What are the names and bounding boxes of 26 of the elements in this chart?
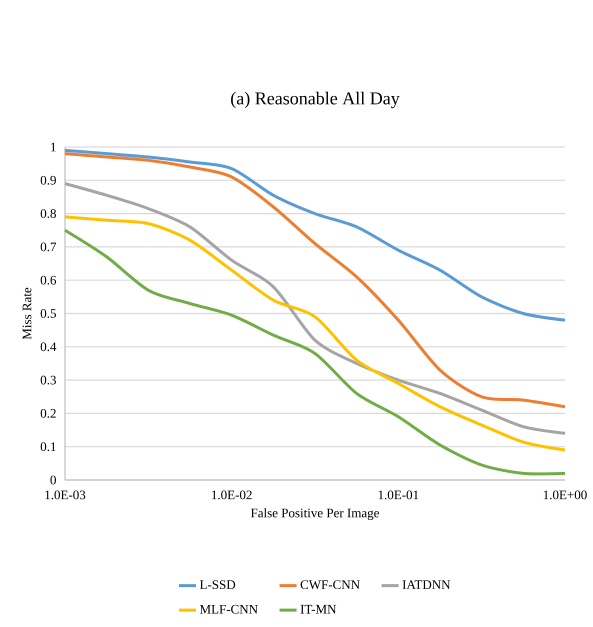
y-tick-label: 0.9 xyxy=(40,176,56,185)
line-series xyxy=(63,148,566,322)
y-tick-label: 1 xyxy=(51,142,56,152)
y-tick-label: 0.6 xyxy=(40,276,56,285)
y-tick-label: 0 xyxy=(50,476,56,484)
legend-label: CWF-CNN xyxy=(300,580,360,590)
chart-title: (a) Reasonable All Day xyxy=(231,92,400,108)
legend-label: L-SSD xyxy=(200,580,236,590)
legend-label: IT-MN xyxy=(300,604,336,614)
y-tick-label: 0.8 xyxy=(40,209,56,218)
y-tick-label: 0.5 xyxy=(40,309,56,318)
y-tick-label: 0.7 xyxy=(40,242,56,252)
y-axis-title: Miss Rate xyxy=(22,288,32,340)
x-tick-label: 1.0E-01 xyxy=(378,490,418,500)
line-series xyxy=(63,152,566,408)
x-axis-title: False Positive Per Image xyxy=(250,508,379,520)
y-tick-label: 0.3 xyxy=(40,376,56,385)
y-tick-label: 0.2 xyxy=(40,408,56,418)
y-tick-label: 0.1 xyxy=(40,442,56,452)
x-tick-label: 1.0E-03 xyxy=(45,490,86,500)
legend-label: MLF-CNN xyxy=(200,604,258,614)
line-series xyxy=(63,182,566,435)
legend-label: IATDNN xyxy=(402,580,450,589)
x-tick-label: 1.0E+00 xyxy=(544,490,587,500)
x-tick-label: 1.0E-02 xyxy=(212,490,252,500)
y-tick-label: 0.4 xyxy=(40,342,56,352)
